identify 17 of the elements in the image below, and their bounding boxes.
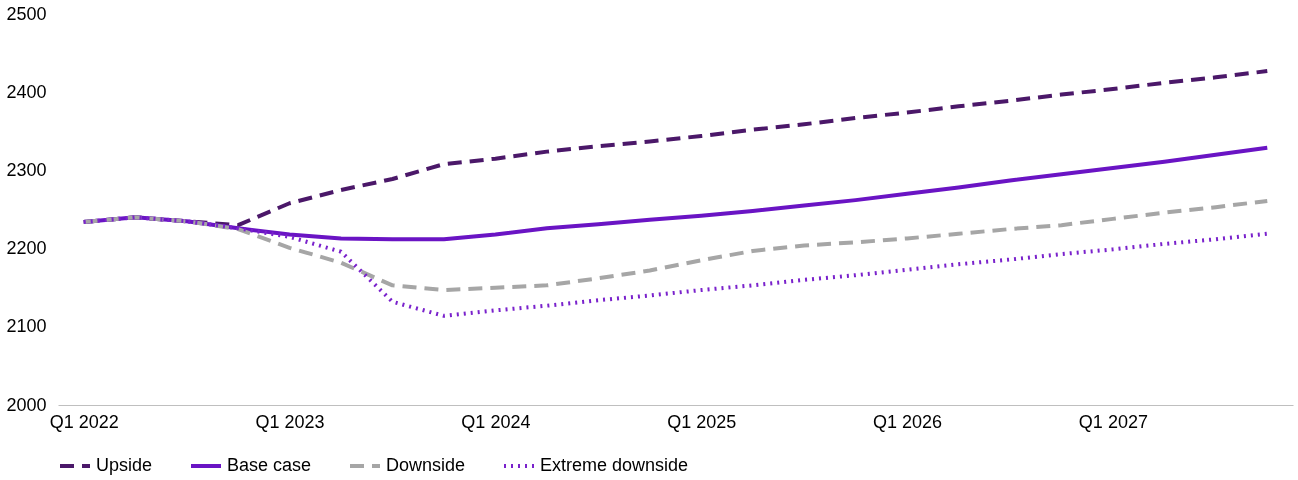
legend-label: Base case (227, 455, 312, 475)
x-tick-label: Q1 2024 (461, 411, 531, 432)
x-tick-label: Q1 2025 (667, 411, 737, 432)
y-tick-label: 2200 (6, 238, 47, 259)
x-tick-label: Q1 2023 (255, 411, 325, 432)
y-tick-label: 2300 (6, 159, 47, 180)
x-tick-label: Q1 2026 (873, 411, 943, 432)
y-tick-label: 2500 (6, 3, 47, 24)
x-tick-label: Q1 2027 (1078, 411, 1148, 432)
y-tick-label: 2400 (6, 81, 47, 102)
legend-label: Upside (96, 455, 153, 475)
y-tick-label: 2000 (6, 394, 47, 415)
legend-label: Downside (386, 455, 466, 475)
x-tick-label: Q1 2022 (49, 411, 119, 432)
line-series (81, 215, 1270, 318)
y-tick-label: 2100 (6, 316, 47, 337)
legend-label: Extreme downside (540, 455, 689, 475)
